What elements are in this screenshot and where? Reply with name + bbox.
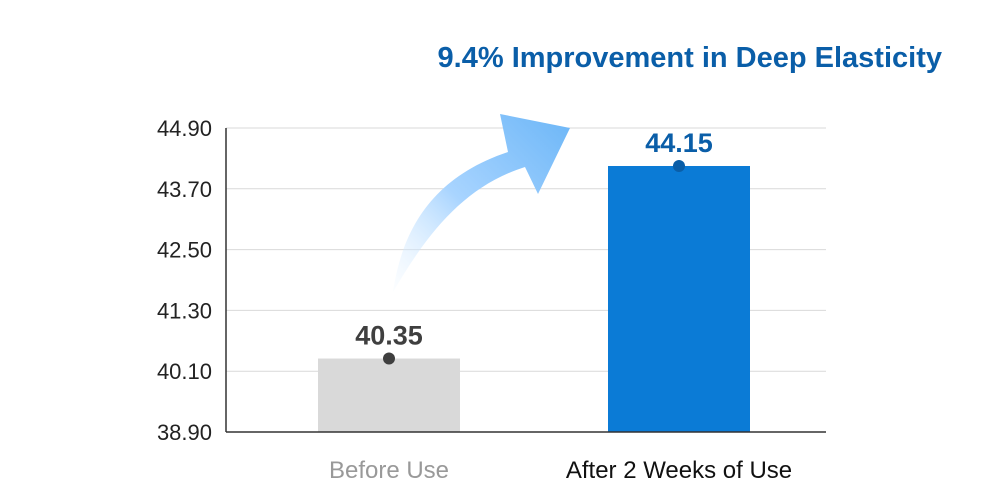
y-tick-label: 38.90	[157, 420, 212, 445]
chart-title: 9.4% Improvement in Deep Elasticity	[438, 42, 942, 74]
bar-after-2-weeks	[608, 166, 750, 432]
value-point	[673, 160, 685, 172]
value-labels: 40.35 44.15	[355, 128, 713, 365]
value-point	[383, 352, 395, 365]
category-labels: Before Use After 2 Weeks of Use	[329, 457, 792, 484]
improvement-arrow-icon	[393, 114, 570, 292]
category-label: After 2 Weeks of Use	[566, 457, 792, 484]
category-label: Before Use	[329, 457, 449, 484]
y-tick-label: 42.50	[157, 238, 212, 263]
bars	[318, 166, 750, 432]
value-label: 44.15	[645, 128, 713, 158]
value-label: 40.35	[355, 321, 423, 351]
y-tick-label: 40.10	[157, 359, 212, 384]
y-axis-ticks: 38.90 40.10 41.30 42.50 43.70 44.90	[157, 116, 212, 445]
y-tick-label: 44.90	[157, 116, 212, 141]
bar-before-use	[318, 358, 460, 432]
y-tick-label: 41.30	[157, 298, 212, 323]
y-tick-label: 43.70	[157, 177, 212, 202]
